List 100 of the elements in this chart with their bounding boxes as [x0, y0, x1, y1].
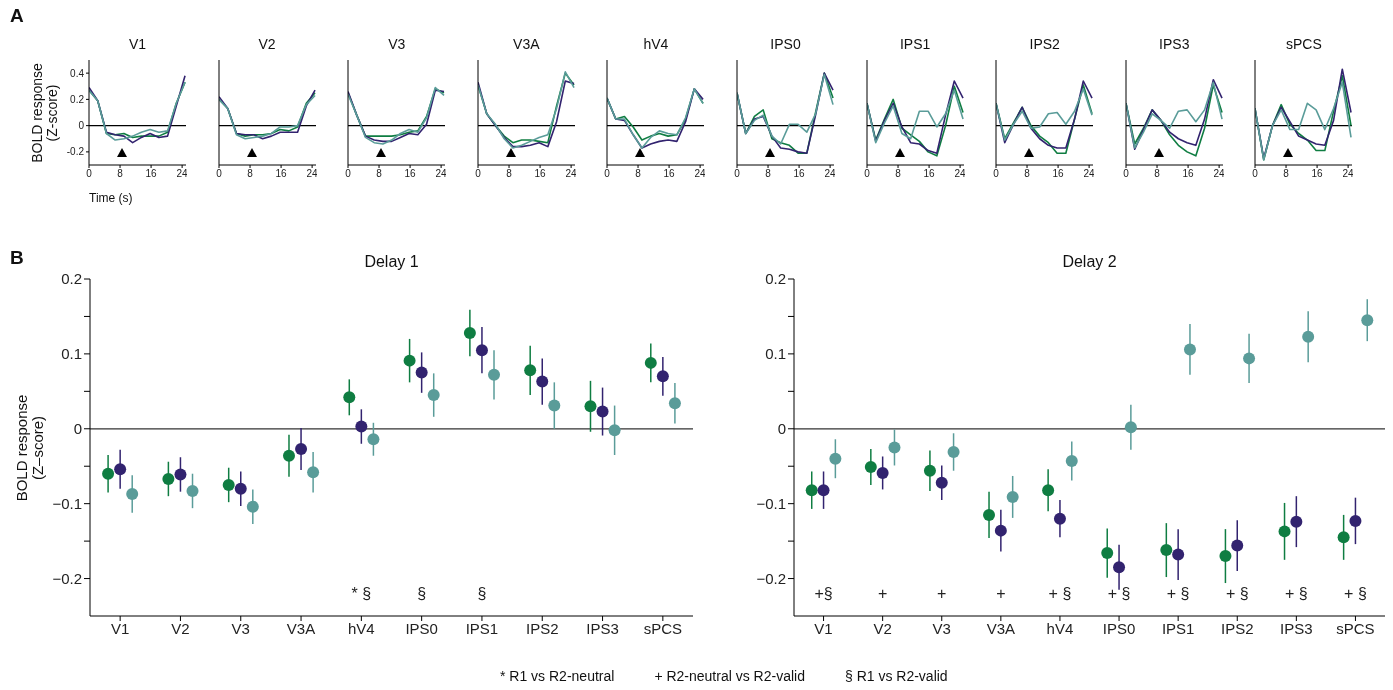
annotation: §: [417, 585, 427, 604]
chart-title: sPCS: [1285, 36, 1323, 52]
x-tick-label: 0: [863, 168, 870, 180]
x-tick-label: IPS0: [405, 619, 438, 637]
x-tick-label: V3A: [986, 619, 1016, 637]
x-tick-label: V2: [873, 619, 892, 637]
x-tick-label: 0: [1123, 168, 1130, 180]
x-tick-label: 16: [1311, 168, 1324, 180]
annotation: §: [477, 585, 487, 604]
x-tick-label: 0: [475, 168, 482, 180]
chart-title: V2: [257, 36, 277, 52]
y-axis-title: BOLD response (Z-score): [29, 62, 60, 163]
x-tick-label: 0: [734, 168, 741, 180]
annotation: +: [996, 585, 1006, 604]
x-tick-label: 16: [663, 168, 676, 180]
chart-title: Delay 1: [363, 253, 420, 271]
y-tick-label: 0.1: [765, 345, 786, 363]
x-tick-label: V1: [110, 619, 130, 637]
y-tick-label: 0.2: [61, 270, 82, 288]
x-tick-label: 0: [215, 168, 222, 180]
y-tick-label: 0.4: [70, 67, 85, 79]
x-tick-label: IPS2: [1220, 619, 1254, 637]
chart-title: IPS2: [1028, 36, 1061, 52]
x-tick-label: 24: [435, 168, 448, 180]
y-tick-label: 0.2: [70, 93, 85, 105]
x-tick-label: V2: [171, 619, 190, 637]
x-tick-label: hV4: [1046, 619, 1074, 637]
x-tick-label: 16: [404, 168, 417, 180]
x-tick-label: 8: [1154, 168, 1161, 180]
y-tick-label: 0.2: [765, 270, 786, 288]
text: A: [10, 5, 24, 27]
chart-title: Delay 2: [1061, 253, 1118, 271]
chart-title: V3A: [512, 36, 541, 52]
y-tick-label: 0.1: [61, 345, 82, 363]
annotation: + §: [1285, 585, 1308, 604]
x-tick-label: V3: [231, 619, 250, 637]
x-tick-label: 8: [117, 168, 124, 180]
x-tick-label: sPCS: [1336, 619, 1375, 637]
chart-title: hV4: [642, 36, 670, 52]
y-tick-label: 0: [73, 420, 82, 438]
annotation: +§: [814, 585, 833, 604]
x-tick-label: 24: [176, 168, 189, 180]
x-tick-label: 24: [954, 168, 966, 180]
x-tick-label: 24: [1083, 168, 1096, 180]
annotation: +: [937, 585, 947, 604]
y-tick-label: −0.1: [756, 494, 786, 512]
x-tick-label: IPS1: [465, 619, 499, 637]
x-tick-label: 0: [86, 168, 93, 180]
x-tick-label: 16: [1182, 168, 1194, 180]
chart-title: V1: [127, 36, 148, 52]
x-tick-label: V1: [814, 619, 833, 637]
annotation: + §: [1166, 585, 1190, 604]
x-tick-label: IPS2: [525, 619, 559, 637]
x-tick-label: 8: [765, 168, 772, 180]
y-tick-label: −0.1: [52, 494, 82, 512]
x-tick-label: 8: [635, 168, 642, 180]
x-tick-label: 8: [246, 168, 253, 180]
chart-title: IPS3: [1158, 36, 1191, 52]
text: * R1 vs R2-neutral: [500, 668, 615, 684]
x-tick-label: 0: [604, 168, 611, 180]
chart-title: V3: [387, 36, 407, 52]
annotation: * §: [351, 585, 372, 604]
annotation: + §: [1225, 585, 1249, 604]
text: + R2-neutral vs R2-valid: [654, 668, 805, 684]
x-tick-label: 16: [1052, 168, 1065, 180]
x-tick-label: 0: [1252, 168, 1259, 180]
x-tick-label: 8: [894, 168, 901, 180]
x-tick-label: 16: [145, 168, 158, 180]
y-tick-label: −0.2: [52, 569, 82, 587]
x-tick-label: 0: [993, 168, 1000, 180]
x-tick-label: V3: [932, 619, 951, 637]
x-tick-label: 24: [694, 168, 707, 180]
x-tick-label: 24: [565, 168, 577, 180]
y-tick-label: −0.2: [756, 569, 786, 587]
x-tick-label: IPS3: [586, 619, 619, 637]
text: B: [10, 247, 24, 269]
x-tick-label: 0: [345, 168, 352, 180]
y-tick-label: 0: [78, 120, 85, 132]
chart-title: IPS1: [898, 36, 932, 52]
text: § R1 vs R2-valid: [844, 668, 948, 684]
x-tick-label: 24: [306, 168, 318, 180]
y-tick-label: -0.2: [66, 146, 85, 158]
x-tick-label: 24: [1213, 168, 1225, 180]
y-tick-label: 0: [777, 420, 786, 438]
x-tick-label: 16: [275, 168, 287, 180]
x-tick-label: 16: [534, 168, 546, 180]
annotation: + §: [1048, 585, 1072, 604]
chart-title: IPS0: [769, 36, 802, 52]
x-tick-label: hV4: [348, 619, 375, 637]
x-tick-label: 24: [824, 168, 837, 180]
x-tick-label: 24: [1342, 168, 1355, 180]
y-axis-title: BOLD response (Z–score): [13, 394, 46, 501]
x-axis-title: Time (s): [89, 191, 133, 205]
x-tick-label: IPS1: [1161, 619, 1195, 637]
x-tick-label: 16: [923, 168, 935, 180]
annotation: +: [877, 585, 888, 604]
x-tick-label: sPCS: [643, 619, 683, 637]
annotation: + §: [1107, 585, 1131, 604]
x-tick-label: IPS3: [1280, 619, 1313, 637]
x-tick-label: IPS0: [1102, 619, 1136, 637]
